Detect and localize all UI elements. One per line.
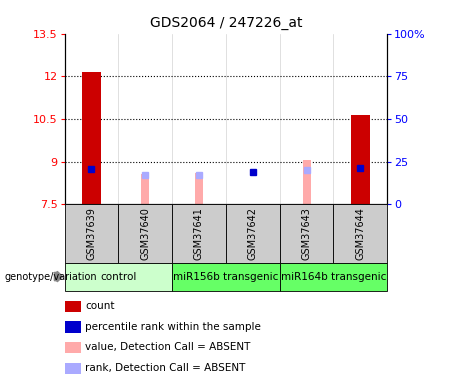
Bar xyxy=(280,204,333,262)
Bar xyxy=(172,262,280,291)
Text: percentile rank within the sample: percentile rank within the sample xyxy=(85,322,261,332)
Bar xyxy=(82,72,101,204)
Title: GDS2064 / 247226_at: GDS2064 / 247226_at xyxy=(150,16,302,30)
Bar xyxy=(333,204,387,262)
Text: GSM37642: GSM37642 xyxy=(248,207,258,260)
Bar xyxy=(172,204,226,262)
Bar xyxy=(302,160,311,204)
Text: miR156b transgenic: miR156b transgenic xyxy=(173,272,278,282)
Text: GSM37640: GSM37640 xyxy=(140,207,150,260)
Bar xyxy=(351,115,370,204)
Text: control: control xyxy=(100,272,136,282)
Text: GSM37643: GSM37643 xyxy=(301,207,312,260)
Text: rank, Detection Call = ABSENT: rank, Detection Call = ABSENT xyxy=(85,363,246,373)
Text: value, Detection Call = ABSENT: value, Detection Call = ABSENT xyxy=(85,342,251,352)
Bar xyxy=(195,172,203,204)
Text: GSM37641: GSM37641 xyxy=(194,207,204,260)
Bar xyxy=(118,204,172,262)
Text: miR164b transgenic: miR164b transgenic xyxy=(281,272,386,282)
Bar xyxy=(65,204,118,262)
Bar xyxy=(280,262,387,291)
Bar xyxy=(226,204,280,262)
Text: GSM37639: GSM37639 xyxy=(86,207,96,260)
FancyArrow shape xyxy=(54,272,63,282)
Text: genotype/variation: genotype/variation xyxy=(5,272,97,282)
Bar xyxy=(141,174,149,204)
Bar xyxy=(65,262,172,291)
Text: count: count xyxy=(85,301,115,311)
Text: GSM37644: GSM37644 xyxy=(355,207,366,260)
